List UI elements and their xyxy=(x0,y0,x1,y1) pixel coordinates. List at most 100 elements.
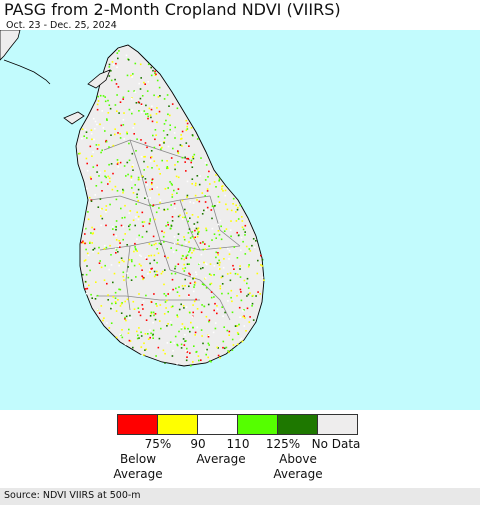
ndvi-pixel xyxy=(122,98,124,100)
ndvi-pixel xyxy=(134,184,136,186)
ndvi-pixel xyxy=(166,160,168,162)
ndvi-pixel xyxy=(115,228,117,231)
ndvi-pixel xyxy=(83,135,85,137)
ndvi-pixel xyxy=(165,294,167,297)
ndvi-pixel xyxy=(107,299,109,301)
ndvi-pixel xyxy=(176,192,178,194)
ndvi-pixel xyxy=(149,220,151,222)
ndvi-pixel xyxy=(204,162,207,164)
ndvi-pixel xyxy=(101,149,103,152)
ndvi-pixel xyxy=(255,295,257,297)
ndvi-pixel xyxy=(170,306,173,308)
ndvi-pixel xyxy=(239,268,241,270)
ndvi-pixel xyxy=(126,74,129,77)
ndvi-pixel xyxy=(110,163,113,165)
ndvi-pixel xyxy=(116,110,118,112)
ndvi-pixel xyxy=(201,283,204,285)
ndvi-pixel xyxy=(195,227,198,230)
ndvi-pixel xyxy=(145,230,148,233)
ndvi-pixel xyxy=(88,284,90,287)
ndvi-pixel xyxy=(145,258,148,260)
ndvi-pixel xyxy=(252,238,255,240)
ndvi-pixel xyxy=(131,152,134,155)
ndvi-pixel xyxy=(147,117,149,120)
ndvi-pixel xyxy=(127,173,129,176)
ndvi-pixel xyxy=(214,327,217,330)
ndvi-pixel xyxy=(176,344,179,347)
ndvi-pixel xyxy=(115,336,118,339)
ndvi-pixel xyxy=(182,305,185,307)
ndvi-pixel xyxy=(193,277,196,279)
ndvi-pixel xyxy=(96,171,98,173)
ndvi-pixel xyxy=(82,273,84,276)
ndvi-pixel xyxy=(198,359,200,362)
ndvi-pixel xyxy=(107,175,110,178)
ndvi-pixel xyxy=(210,209,213,211)
ndvi-pixel xyxy=(124,204,126,207)
ndvi-pixel xyxy=(126,131,128,134)
ndvi-pixel xyxy=(117,57,119,60)
ndvi-pixel xyxy=(182,255,184,257)
ndvi-pixel xyxy=(243,309,245,311)
ndvi-pixel xyxy=(148,255,150,257)
ndvi-pixel xyxy=(244,224,247,227)
ndvi-pixel xyxy=(142,300,145,303)
ndvi-pixel xyxy=(156,248,158,250)
ndvi-pixel xyxy=(85,131,88,133)
ndvi-pixel xyxy=(139,88,142,90)
ndvi-pixel xyxy=(210,282,213,285)
ndvi-pixel xyxy=(146,113,149,115)
ndvi-pixel xyxy=(100,215,102,217)
ndvi-pixel xyxy=(93,228,96,231)
ndvi-pixel xyxy=(185,212,188,214)
ndvi-pixel xyxy=(173,189,175,192)
ndvi-pixel xyxy=(140,335,143,337)
ndvi-pixel xyxy=(171,193,174,196)
ndvi-pixel xyxy=(198,200,201,203)
ndvi-pixel xyxy=(213,233,216,235)
ndvi-pixel xyxy=(166,208,169,211)
ndvi-pixel xyxy=(236,325,239,327)
ndvi-pixel xyxy=(125,54,128,57)
ndvi-pixel xyxy=(170,247,172,249)
ndvi-pixel xyxy=(149,114,152,116)
ndvi-pixel xyxy=(230,235,232,238)
ndvi-pixel xyxy=(128,159,131,162)
ndvi-pixel xyxy=(207,342,210,345)
ndvi-pixel xyxy=(103,248,106,250)
ndvi-pixel xyxy=(118,240,121,242)
legend-swatch-above-125 xyxy=(277,414,318,435)
ndvi-pixel xyxy=(241,226,244,228)
ndvi-pixel xyxy=(167,293,169,295)
ndvi-pixel xyxy=(79,152,81,155)
ndvi-pixel xyxy=(141,221,144,223)
ndvi-pixel xyxy=(217,230,220,232)
ndvi-pixel xyxy=(150,183,153,186)
ndvi-pixel xyxy=(114,133,116,136)
ndvi-pixel xyxy=(137,218,140,221)
ndvi-pixel xyxy=(166,325,168,327)
map-subtitle: Oct. 23 - Dec. 25, 2024 xyxy=(6,20,117,31)
ndvi-pixel xyxy=(212,331,215,334)
ndvi-pixel xyxy=(223,326,225,328)
ndvi-pixel xyxy=(169,227,172,230)
ndvi-pixel xyxy=(137,307,140,309)
ndvi-pixel xyxy=(205,315,208,318)
ndvi-pixel xyxy=(163,137,166,139)
ndvi-pixel xyxy=(150,156,152,159)
ndvi-pixel xyxy=(157,96,160,98)
ndvi-pixel xyxy=(147,81,149,83)
ndvi-pixel xyxy=(176,314,178,316)
ndvi-pixel xyxy=(124,300,126,303)
ndvi-pixel xyxy=(85,273,88,276)
legend-swatch-below-75 xyxy=(117,414,158,435)
ndvi-pixel xyxy=(147,272,149,275)
ndvi-pixel xyxy=(130,259,133,261)
ndvi-pixel xyxy=(154,129,157,131)
ndvi-pixel xyxy=(208,170,210,173)
ndvi-pixel xyxy=(221,283,224,285)
ndvi-pixel xyxy=(184,267,187,269)
sri-lanka-map xyxy=(0,30,480,410)
ndvi-pixel xyxy=(150,116,152,119)
ndvi-pixel xyxy=(183,258,185,261)
